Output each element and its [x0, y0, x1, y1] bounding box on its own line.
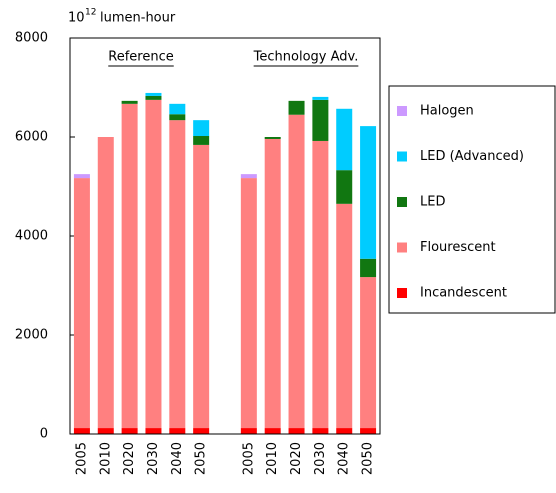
y-axis-label-exponent: 12: [85, 8, 96, 18]
bar-segment: [288, 114, 305, 429]
bar-segment: [169, 120, 186, 429]
legend-swatch: [397, 151, 407, 162]
legend-box: [388, 85, 556, 314]
x-tick-label: 2005: [74, 442, 89, 475]
legend-label: Flourescent: [420, 240, 496, 255]
bar-segment: [73, 428, 90, 434]
legend-label: Halogen: [420, 104, 474, 119]
bar-segment: [169, 428, 186, 434]
x-tick-label: 2030: [313, 442, 328, 475]
bar-segment: [97, 428, 114, 434]
x-tick-label: 2010: [265, 442, 280, 475]
bar-segment: [312, 428, 329, 434]
bar-segment: [312, 140, 329, 429]
bar-segment: [240, 174, 257, 179]
bar-segment: [121, 428, 138, 434]
bar-segment: [336, 170, 353, 204]
bar-segment: [360, 277, 377, 429]
bar-segment: [312, 99, 329, 141]
plot-frame: [69, 37, 381, 435]
legend-swatch: [397, 106, 407, 116]
bar-segment: [145, 92, 162, 96]
y-axis-label: 10: [68, 11, 85, 26]
legend-swatch: [397, 197, 407, 207]
bar-segment: [336, 108, 353, 171]
bar-segment: [193, 120, 210, 137]
bar-segment: [264, 138, 281, 429]
legend-label: LED (Advanced): [420, 149, 524, 164]
y-tick-label: 4000: [15, 229, 48, 244]
y-tick-label: 6000: [15, 130, 48, 145]
bar-segment: [193, 428, 210, 434]
x-tick-label: 2020: [289, 442, 304, 475]
legend-swatch: [397, 242, 407, 253]
bar-segment: [145, 99, 162, 429]
y-tick-label: 8000: [15, 31, 48, 46]
bar-segment: [288, 100, 305, 115]
bar-segment: [169, 114, 186, 121]
annotation: Reference: [108, 50, 173, 65]
x-tick-label: 2040: [337, 442, 352, 475]
y-axis-label-unit: lumen-hour: [100, 11, 176, 26]
x-tick-label: 2010: [98, 442, 113, 475]
x-tick-label: 2050: [194, 442, 209, 475]
bar-segment: [240, 178, 257, 429]
bar-segment: [264, 137, 281, 139]
bar-segment: [145, 95, 162, 100]
bar-segment: [193, 136, 210, 145]
bar-segment: [336, 428, 353, 434]
bar-segment: [240, 428, 257, 434]
bar-segment: [73, 174, 90, 179]
legend-swatch: [397, 288, 407, 298]
x-tick-label: 2020: [122, 442, 137, 475]
bar-segment: [264, 428, 281, 434]
x-tick-label: 2050: [361, 442, 376, 475]
y-tick-label: 0: [40, 427, 48, 442]
bar-segment: [336, 203, 353, 429]
bar-segment: [121, 100, 138, 104]
bar-segment: [312, 96, 329, 100]
bar-segment: [121, 103, 138, 429]
bar-segment: [360, 428, 377, 434]
bar-segment: [193, 144, 210, 429]
bar-segment: [97, 137, 114, 429]
bar-segment: [73, 178, 90, 429]
bar-segment: [360, 126, 377, 259]
annotation: Technology Adv.: [253, 50, 359, 65]
legend-label: LED: [420, 195, 445, 210]
bar-segment: [145, 428, 162, 434]
bar-segment: [169, 103, 186, 115]
bar-segment: [288, 428, 305, 434]
bar-segment: [360, 258, 377, 278]
x-tick-label: 2040: [170, 442, 185, 475]
x-tick-label: 2005: [241, 442, 256, 475]
legend-label: Incandescent: [420, 286, 507, 301]
x-tick-label: 2030: [146, 442, 161, 475]
y-tick-label: 2000: [15, 328, 48, 343]
